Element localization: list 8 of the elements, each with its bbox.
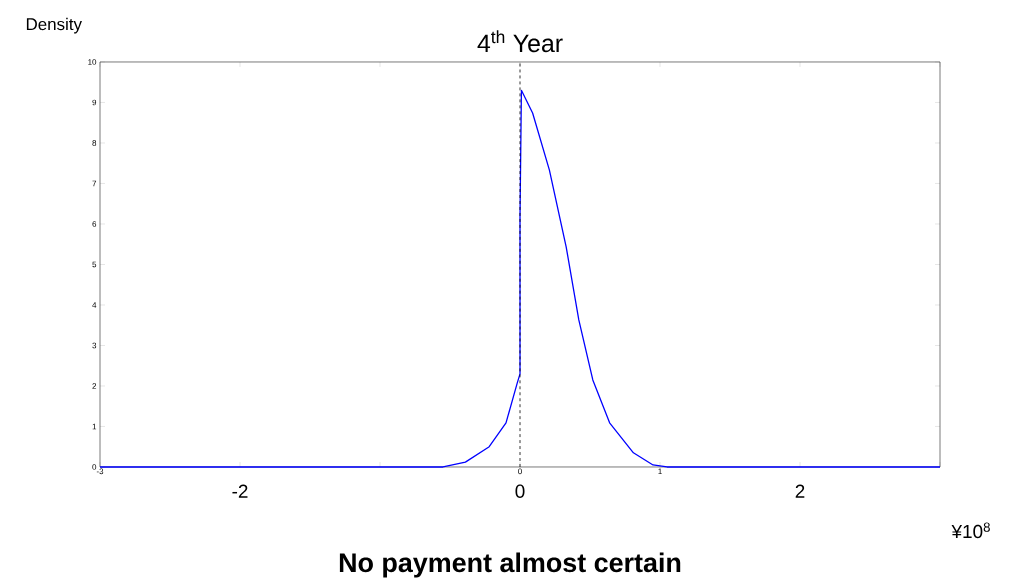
x2-axis-title: ¥10$^{8}$ — [951, 522, 990, 539]
y-axis-title: Density — [26, 17, 82, 34]
x2-tick-label: 2 — [795, 484, 805, 498]
chart-title: 4$^{th}$ Year — [477, 30, 563, 53]
line-series — [99, 89, 941, 468]
x2-tick-label: -2 — [232, 484, 248, 498]
text: No payment almost certain — [339, 552, 681, 578]
x2-tick-label: 0 — [515, 484, 525, 498]
